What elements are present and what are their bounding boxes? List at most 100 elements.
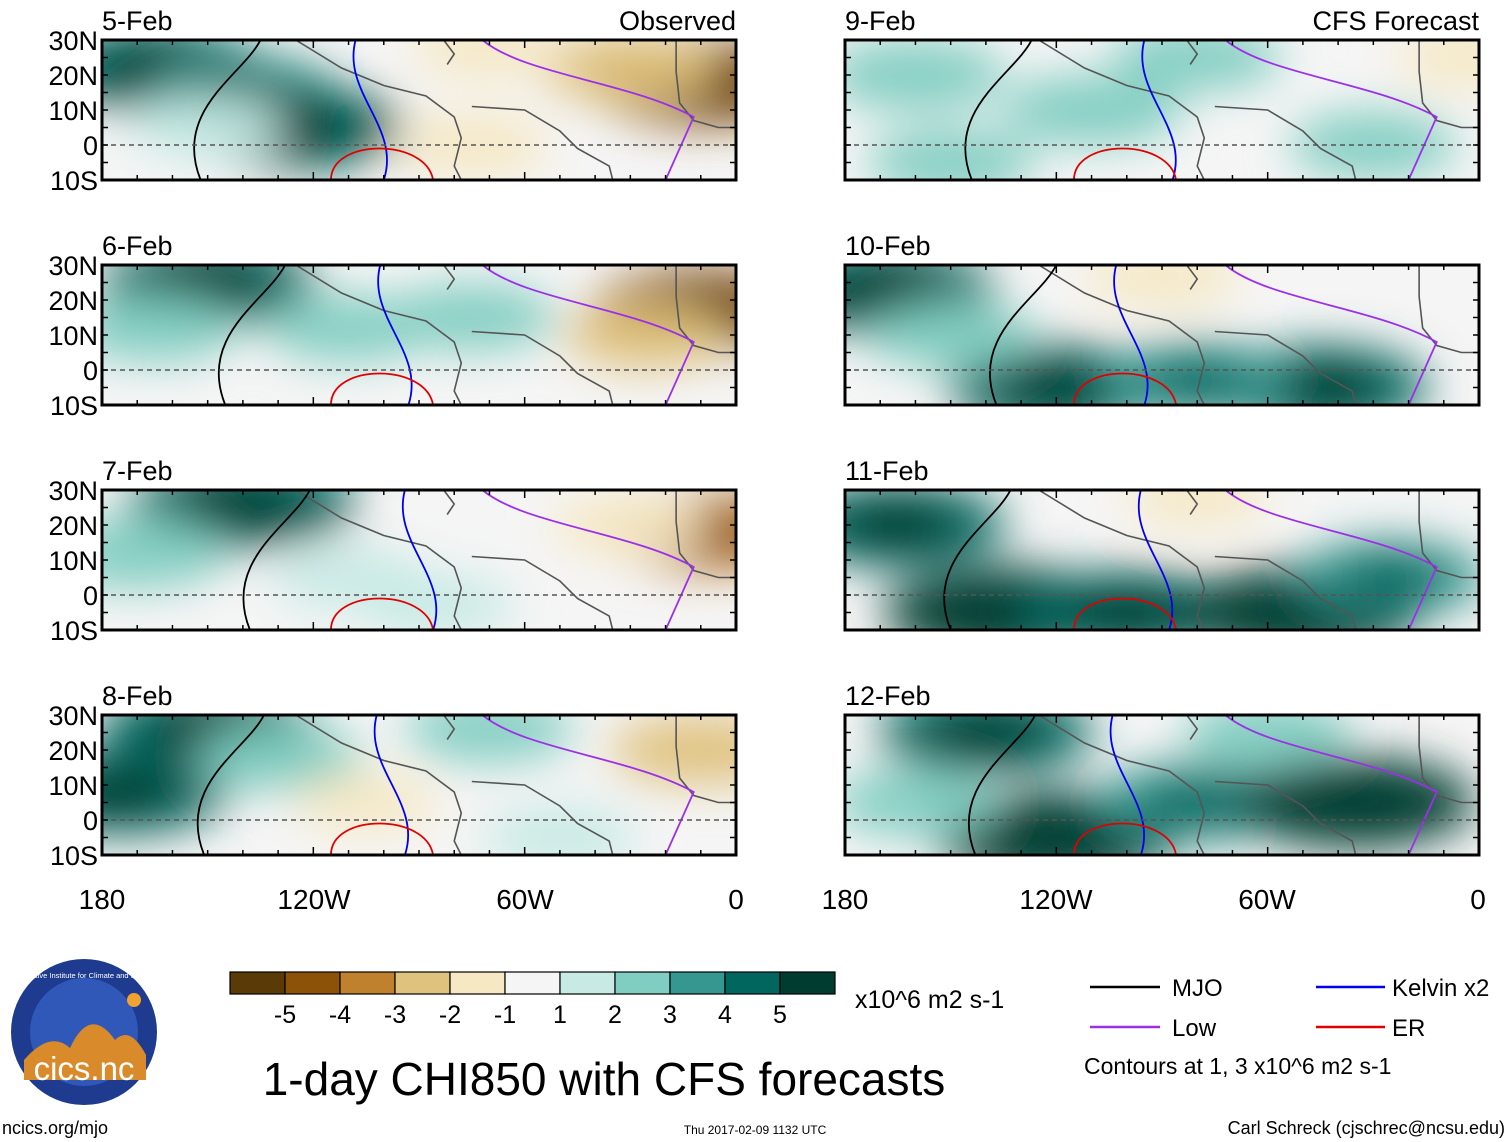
low-contour (1224, 490, 1438, 630)
x-tick-label: 0 (728, 884, 744, 915)
colorbar-tick-label: -5 (274, 1001, 296, 1029)
anomaly-core (102, 766, 179, 818)
mjo-contour (989, 265, 1058, 405)
low-contour (1224, 265, 1438, 405)
panel-date-label: 8-Feb (102, 681, 173, 711)
kelvin-contour (352, 40, 388, 180)
x-tick-label: 120W (1019, 884, 1093, 915)
y-tick-label: 30N (48, 26, 98, 56)
y-tick-label: 10N (48, 546, 98, 576)
colorbar-box (559, 971, 616, 995)
panel-source-label: Observed (619, 6, 736, 36)
logo-ring-text: Cooperative Institute for Climate and Sa… (7, 971, 161, 980)
low-contour (481, 490, 695, 630)
colorbar-box (394, 971, 451, 995)
kelvin-contour (377, 265, 413, 405)
y-tick-label: 30N (48, 251, 98, 281)
anomaly-core (990, 809, 1123, 855)
anomaly-cell (1396, 40, 1479, 88)
low-contour (481, 40, 695, 180)
colorbar-box (504, 971, 561, 995)
y-tick-label: 0 (83, 581, 98, 611)
colorbar-tick-label: 5 (773, 1001, 787, 1029)
chi850-field (102, 40, 736, 177)
y-tick-label: 30N (48, 701, 98, 731)
mjo-contour (943, 490, 1012, 630)
colorbar-box (724, 971, 781, 995)
panel-date-label: 12-Feb (845, 681, 931, 711)
coastline (1038, 40, 1479, 180)
panel-date-label: 11-Feb (845, 456, 929, 486)
anomaly-cell (102, 294, 239, 362)
legend-label-mjo: MJO (1172, 975, 1223, 1002)
anomaly-cell (1001, 74, 1182, 146)
colorbar-tick-label: -4 (329, 1001, 351, 1029)
mjo-contour (242, 490, 311, 630)
er-contour (330, 147, 434, 180)
kelvin-contour (1141, 40, 1177, 180)
mjo-contour (196, 715, 265, 855)
chi850-field (845, 490, 1479, 630)
x-tick-label: 60W (496, 884, 554, 915)
anomaly-cell (405, 715, 574, 763)
colorbar-box (284, 971, 341, 995)
panel-source-label: CFS Forecast (1312, 6, 1479, 36)
y-tick-label: 20N (48, 736, 98, 766)
anomaly-core (845, 499, 958, 551)
y-tick-label: 10S (50, 391, 98, 421)
anomaly-cell (129, 95, 286, 160)
y-tick-label: 0 (83, 131, 98, 161)
map-panels: 5-Feb Observed30N20N10N010S6-Feb30N20N10N… (48, 6, 1481, 871)
er-contour (330, 372, 434, 405)
y-tick-label: 10N (48, 96, 98, 126)
longitude-axes: 180 120W 60W 0 180 120W 60W 0 (79, 884, 1486, 915)
colorbar-tick-label: 1 (553, 1001, 567, 1029)
colorbar-tick-label: 3 (663, 1001, 677, 1029)
coastline (295, 715, 736, 855)
x-tick-label: 180 (822, 884, 869, 915)
low-contour (1224, 40, 1438, 180)
kelvin-contour (1138, 490, 1174, 630)
footer-credit: Carl Schreck (cjschrec@ncsu.edu) (1228, 1118, 1505, 1138)
kelvin-contour (1109, 715, 1146, 855)
colorbar-box (669, 971, 726, 995)
y-tick-label: 10S (50, 166, 98, 196)
anomaly-core (1289, 774, 1422, 831)
map-panel: 11-Feb (843, 456, 1481, 632)
logo-text: cics.nc (34, 1050, 135, 1087)
colorbar-tick-label: -3 (384, 1001, 406, 1029)
coastline (295, 40, 736, 180)
map-panel: 9-Feb CFS Forecast (843, 6, 1481, 182)
anomaly-cell (845, 40, 1006, 111)
anomaly-cell (102, 517, 228, 589)
anomaly-cell (866, 128, 1035, 180)
anomaly-cell (481, 805, 638, 855)
coastline (1038, 265, 1479, 405)
colorbar-box (779, 971, 836, 995)
coastline (295, 265, 736, 405)
legend-note: Contours at 1, 3 x10^6 m2 s-1 (1084, 1053, 1391, 1079)
panel-date-label: 5-Feb (102, 6, 173, 36)
anomaly-cell (1125, 490, 1270, 527)
anomaly-core (1338, 554, 1444, 601)
colorbar: -5 -4 -3 -2 -1 1 2 3 4 5 x10^6 m2 s-1 (229, 971, 1004, 1029)
y-tick-label: 10N (48, 771, 98, 801)
mjo-contour (193, 40, 262, 180)
panel-date-label: 10-Feb (845, 231, 931, 261)
anomaly-cell (552, 493, 709, 557)
er-contour (330, 597, 434, 630)
y-tick-label: 0 (83, 356, 98, 386)
anomaly-core (996, 362, 1116, 405)
er-contour (330, 822, 434, 855)
footer-url: ncics.org/mjo (2, 1118, 108, 1138)
colorbar-tick-label: -1 (494, 1001, 516, 1029)
y-tick-label: 10N (48, 321, 98, 351)
anomaly-core (1144, 357, 1251, 404)
colorbar-tick-label: -2 (439, 1001, 461, 1029)
kelvin-contour (373, 715, 410, 855)
colorbar-units: x10^6 m2 s-1 (855, 986, 1004, 1014)
low-contour (481, 265, 695, 405)
